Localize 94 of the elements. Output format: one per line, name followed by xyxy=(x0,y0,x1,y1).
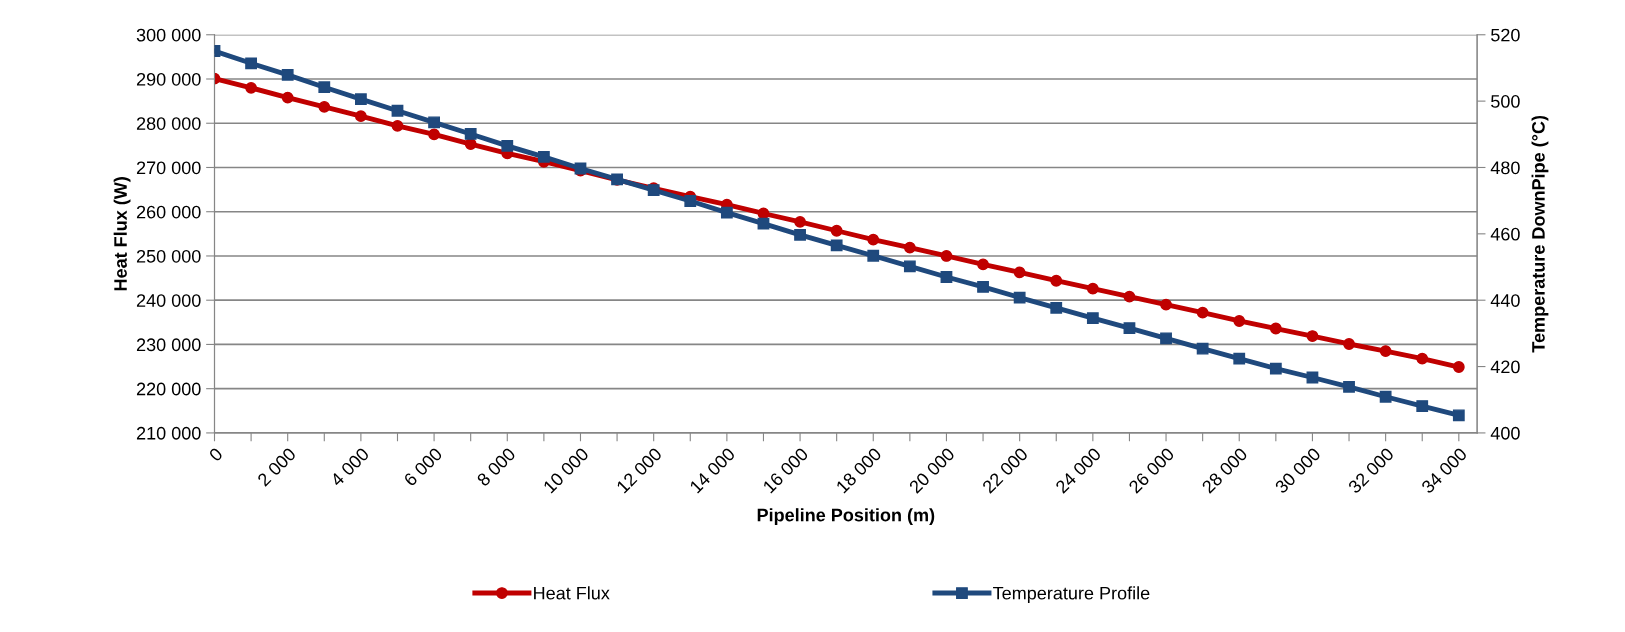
y2-tick-label: 400 xyxy=(1490,426,1520,440)
point xyxy=(1013,291,1026,304)
y-tick-label: 250 000 xyxy=(136,249,201,263)
point xyxy=(830,224,843,237)
point xyxy=(1196,342,1209,355)
point xyxy=(1160,332,1172,345)
y-tick-label: 210 000 xyxy=(136,426,201,440)
x-tick-label: 2 000 xyxy=(256,446,297,487)
point xyxy=(1452,409,1465,422)
point xyxy=(537,150,550,163)
y2-tick-label: 460 xyxy=(1490,227,1520,241)
y2-tick-label: 440 xyxy=(1490,294,1520,307)
point xyxy=(1123,322,1136,334)
point xyxy=(318,100,331,113)
x-tick-label: 30 000 xyxy=(1274,446,1322,495)
y2-tick-label: 520 xyxy=(1491,28,1520,42)
legend-label: Heat Flux xyxy=(534,586,610,600)
y2-tick-label: 420 xyxy=(1490,360,1520,374)
y-tick-label: 260 000 xyxy=(136,205,201,219)
point xyxy=(977,258,989,271)
point xyxy=(1269,362,1282,375)
point xyxy=(1050,274,1063,287)
point xyxy=(391,104,404,117)
y-tick-label: 230 000 xyxy=(136,338,201,352)
point xyxy=(1306,330,1319,342)
y2-axis-title: Temperature DownPipe (°C) xyxy=(1531,115,1549,353)
y-axis-title: Heat Flux (W) xyxy=(113,177,131,291)
point xyxy=(1160,298,1172,311)
x-tick-label: 14 000 xyxy=(689,446,736,494)
x-tick-label: 6 000 xyxy=(403,446,443,487)
point xyxy=(1050,301,1063,314)
x-tick-label: 4 000 xyxy=(329,446,370,488)
point xyxy=(1343,338,1355,350)
x-tick-label: 20 000 xyxy=(908,446,956,494)
point xyxy=(354,110,367,123)
point xyxy=(428,116,440,129)
point xyxy=(1086,312,1099,325)
point xyxy=(501,140,514,152)
point xyxy=(1123,290,1136,303)
point xyxy=(1343,380,1355,393)
x-tick-label: 28 000 xyxy=(1201,446,1249,494)
point xyxy=(1233,315,1246,327)
y2-tick-label: 480 xyxy=(1490,161,1520,175)
x-tick-label: 18 000 xyxy=(835,446,883,494)
point xyxy=(684,195,697,207)
point xyxy=(1086,282,1099,295)
point xyxy=(794,228,806,241)
point xyxy=(903,260,916,273)
y2-tick-label: 500 xyxy=(1491,95,1520,108)
point xyxy=(1379,390,1392,403)
x-tick-label: 16 000 xyxy=(762,446,809,494)
point xyxy=(245,57,258,70)
point xyxy=(720,206,733,219)
point xyxy=(794,215,806,228)
point xyxy=(1269,322,1282,335)
point xyxy=(464,128,477,140)
point xyxy=(1379,345,1392,357)
point xyxy=(940,271,953,283)
x-tick-label: 12 000 xyxy=(615,446,663,494)
point xyxy=(354,93,367,106)
y-tick-label: 290 000 xyxy=(136,72,201,86)
x-tick-label: 34 000 xyxy=(1420,446,1468,495)
y-tick-label: 220 000 xyxy=(136,382,201,396)
point xyxy=(1233,352,1246,365)
x-tick-label: 0 xyxy=(208,446,224,463)
x-tick-label: 26 000 xyxy=(1127,446,1175,494)
x-tick-label: 32 000 xyxy=(1347,446,1395,495)
point xyxy=(1416,400,1429,412)
y-tick-label: 280 000 xyxy=(136,117,201,130)
point xyxy=(1013,266,1026,279)
point xyxy=(867,233,880,246)
x-tick-label: 22 000 xyxy=(981,446,1029,494)
x-tick-label: 10 000 xyxy=(542,446,590,494)
point xyxy=(903,241,916,254)
x-tick-label: 24 000 xyxy=(1054,446,1102,494)
point xyxy=(867,249,880,262)
point xyxy=(977,281,989,293)
y-tick-label: 270 000 xyxy=(136,161,201,175)
point xyxy=(281,69,294,81)
legend-label: Temperature Profile xyxy=(993,586,1150,604)
point xyxy=(281,91,294,104)
point xyxy=(830,239,843,252)
point xyxy=(428,128,440,141)
point xyxy=(1196,306,1209,319)
point xyxy=(1416,352,1429,365)
x-axis-title: Pipeline Position (m) xyxy=(757,508,935,525)
x-tick-label: 8 000 xyxy=(476,446,517,487)
point xyxy=(940,250,953,262)
y-tick-label: 240 000 xyxy=(136,294,201,307)
point xyxy=(1452,361,1465,373)
point xyxy=(391,119,404,132)
point xyxy=(245,81,258,94)
point xyxy=(318,81,331,94)
y-tick-label: 300 000 xyxy=(136,28,201,42)
